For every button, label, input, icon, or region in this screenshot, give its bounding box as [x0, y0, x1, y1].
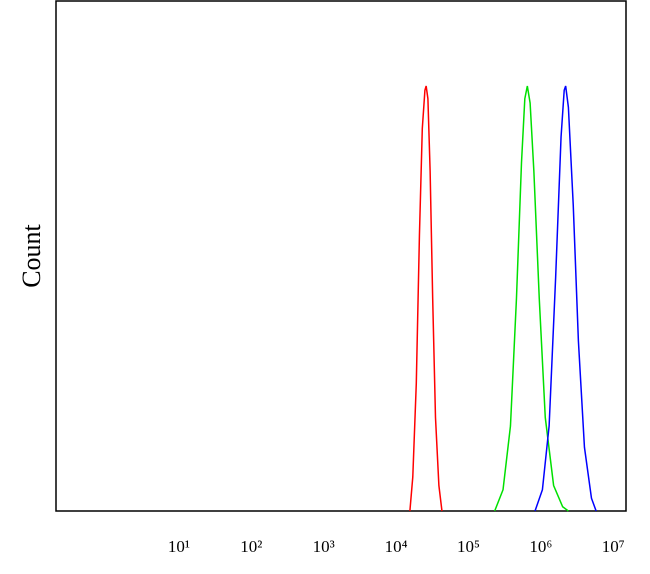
series-line — [534, 85, 597, 512]
x-tick-label: 10³ — [313, 537, 335, 556]
y-axis-label: Count — [17, 223, 46, 287]
series-line — [493, 85, 569, 512]
x-tick-label: 10² — [240, 537, 262, 556]
plot-frame — [55, 0, 627, 512]
x-tick-label: 10⁵ — [457, 537, 480, 556]
x-tick-label: 10⁴ — [385, 537, 408, 556]
x-tick-label: 10⁷ — [602, 537, 625, 556]
series-line — [409, 85, 443, 512]
x-tick-label: 10⁶ — [529, 537, 552, 556]
x-tick-label: 10¹ — [168, 537, 190, 556]
